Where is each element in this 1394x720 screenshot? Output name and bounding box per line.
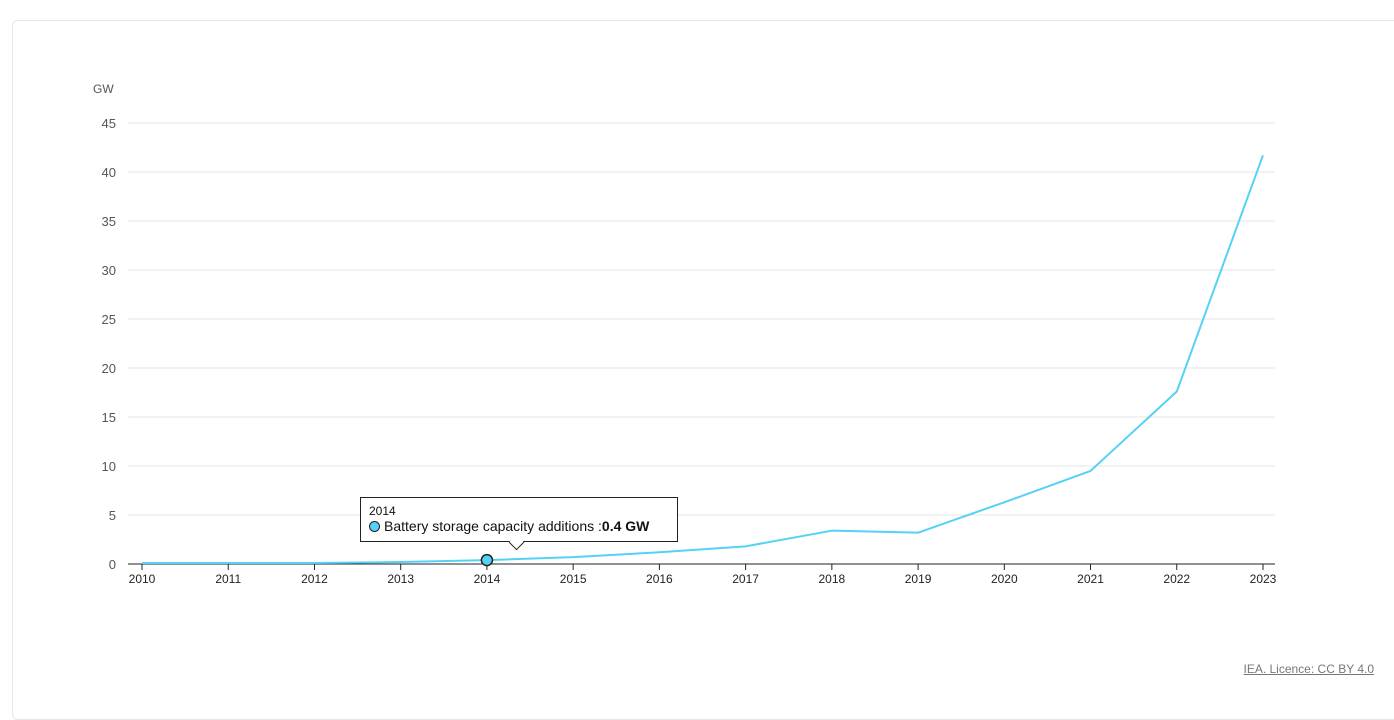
x-tick-label: 2012 — [301, 572, 328, 586]
licence-link[interactable]: IEA. Licence: CC BY 4.0 — [1243, 662, 1374, 676]
series-color-dot-icon — [369, 520, 380, 532]
x-tick-label: 2020 — [991, 572, 1018, 586]
y-tick-label: 10 — [102, 459, 116, 474]
x-tick-label: 2015 — [560, 572, 587, 586]
x-tick-label: 2011 — [215, 572, 241, 586]
x-tick-label: 2019 — [905, 572, 932, 586]
tooltip-row: Battery storage capacity additions : 0.4… — [369, 518, 669, 534]
y-tick-label: 30 — [102, 263, 116, 278]
y-tick-label: 25 — [102, 312, 116, 327]
data-tooltip: 2014 Battery storage capacity additions … — [360, 497, 678, 551]
x-tick-label: 2014 — [474, 572, 501, 586]
hover-point[interactable] — [480, 553, 494, 567]
y-tick-label: 40 — [102, 165, 116, 180]
series-line — [142, 154, 1264, 565]
y-tick-label: 35 — [102, 214, 116, 229]
hover-marker-group — [480, 553, 494, 567]
y-tick-label: 15 — [102, 410, 116, 425]
x-tick-label: 2016 — [646, 572, 673, 586]
y-tick-label: 20 — [102, 361, 116, 376]
x-tick-label: 2010 — [129, 572, 156, 586]
y-tick-label: 45 — [102, 116, 116, 131]
x-tick-label: 2022 — [1163, 572, 1190, 586]
tooltip-year: 2014 — [369, 504, 396, 518]
x-tick-label: 2023 — [1250, 572, 1277, 586]
x-tick-label: 2013 — [387, 572, 414, 586]
grid-lines — [128, 122, 1275, 516]
x-tick-label: 2018 — [818, 572, 845, 586]
tooltip-value: 0.4 GW — [601, 518, 650, 534]
y-axis-unit-label: GW — [93, 82, 114, 96]
y-axis-ticks: 0 5 10 15 20 25 30 35 40 45 — [102, 116, 116, 572]
y-tick-label: 5 — [109, 508, 116, 523]
chart-card — [12, 20, 1394, 720]
x-tick-label: 2021 — [1077, 572, 1104, 586]
y-tick-label: 0 — [109, 557, 116, 572]
x-tick-label: 2017 — [732, 572, 759, 586]
series-group — [142, 154, 1264, 565]
tooltip-series-label: Battery storage capacity additions : — [384, 518, 602, 534]
x-axis-ticks: 2010 2011 2012 2013 2014 2015 2016 2017 2018 2019… — [129, 564, 1277, 586]
